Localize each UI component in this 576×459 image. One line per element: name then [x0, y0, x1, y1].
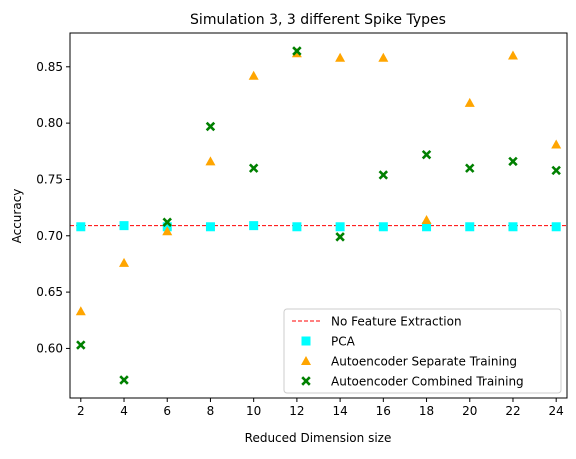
legend: No Feature Extraction PCA Autoencoder Sepa…: [283, 308, 562, 394]
x-tick-label-6: 6: [163, 404, 171, 418]
autoencoder-separate-training-point-18: [421, 215, 432, 225]
autoencoder-combined-training-point-4-stroke-b: [119, 375, 129, 385]
autoencoder-combined-training-point-18: [421, 149, 432, 160]
x-axis-label: Reduced Dimension size: [245, 431, 392, 445]
legend-box: [283, 308, 562, 394]
x-tick-label-4: 4: [120, 404, 128, 418]
pca-point-2: [76, 222, 86, 232]
pca-point-22: [508, 222, 518, 232]
x-tick-label-16: 16: [376, 404, 391, 418]
pca-point-24: [551, 222, 561, 232]
y-tick-label-1: 0.65: [36, 285, 63, 299]
autoencoder-separate-training-point-4: [119, 257, 130, 267]
x-tick-label-22: 22: [505, 404, 520, 418]
y-axis-label: Accuracy: [10, 189, 24, 244]
autoencoder-separate-training-point-14: [335, 52, 346, 62]
pca-point-20: [465, 222, 475, 232]
autoencoder-combined-training-point-8: [205, 121, 216, 132]
autoencoder-combined-training-point-4: [119, 375, 129, 385]
autoencoder-combined-training-point-14: [335, 232, 345, 242]
legend-label-baseline: No Feature Extraction: [331, 315, 462, 329]
autoencoder-combined-training-point-2-stroke-b: [76, 340, 86, 350]
x-tick-label-2: 2: [77, 404, 85, 418]
pca-point-18: [422, 222, 432, 232]
autoencoder-combined-training-point-14-stroke-b: [335, 232, 345, 242]
autoencoder-combined-training-point-24-stroke-b: [551, 165, 561, 176]
autoencoder-combined-training-point-20: [465, 163, 475, 173]
autoencoder-combined-training-point-6-stroke-b: [162, 217, 172, 227]
legend-label-autoencoder-combined-training: Autoencoder Combined Training: [331, 375, 524, 389]
autoencoder-combined-training-point-2: [76, 340, 86, 350]
legend-handle-autoencoder-separate-training: [301, 356, 311, 365]
autoencoder-separate-training-point-16: [378, 52, 389, 62]
autoencoder-combined-training-point-10-stroke-b: [248, 163, 259, 173]
pca-point-4: [119, 221, 129, 231]
y-tick-label-3: 0.75: [36, 172, 63, 186]
autoencoder-separate-training-point-10: [248, 70, 259, 80]
autoencoder-combined-training-point-24: [551, 165, 561, 176]
legend-handle-autoencoder-combined-training-stroke-b: [301, 376, 311, 386]
legend-label-autoencoder-separate-training: Autoencoder Separate Training: [331, 355, 517, 369]
pca-point-10: [249, 221, 259, 231]
x-tick-label-24: 24: [549, 404, 564, 418]
legend-handle-autoencoder-combined-training: [301, 376, 311, 386]
autoencoder-separate-training-point-24: [551, 139, 562, 149]
plot-area: 2 4 6 8 10 12 14 16 18 20 22 240.600.650.700.750.80…: [36, 32, 568, 418]
autoencoder-combined-training-point-22-stroke-b: [508, 156, 518, 167]
autoencoder-separate-training-point-20: [464, 97, 475, 107]
chart-title: Simulation 3, 3 different Spike Types: [190, 12, 446, 28]
x-tick-label-18: 18: [419, 404, 434, 418]
legend-label-pca: PCA: [331, 335, 356, 349]
y-tick-label-5: 0.85: [36, 60, 63, 74]
x-tick-label-8: 8: [207, 404, 215, 418]
autoencoder-combined-training-point-12-stroke-b: [292, 46, 302, 56]
x-tick-label-10: 10: [246, 404, 261, 418]
x-tick-label-12: 12: [289, 404, 304, 418]
axes-frame: [69, 32, 568, 399]
y-tick-label-2: 0.70: [36, 229, 63, 243]
autoencoder-combined-training-point-12: [292, 46, 302, 56]
autoencoder-separate-training-point-22: [507, 50, 518, 60]
autoencoder-combined-training-point-18-stroke-b: [421, 149, 432, 160]
legend-handle-pca: [301, 336, 311, 346]
autoencoder-separate-training-point-8: [205, 156, 216, 166]
autoencoder-combined-training-point-16: [378, 170, 389, 180]
pca-point-16: [378, 222, 388, 232]
pca-point-14: [335, 222, 345, 232]
y-tick-label-4: 0.80: [36, 116, 63, 130]
autoencoder-combined-training-point-22: [508, 156, 518, 167]
y-tick-label-0: 0.60: [36, 341, 63, 355]
x-tick-label-14: 14: [332, 404, 347, 418]
autoencoder-combined-training-point-20-stroke-b: [465, 163, 475, 173]
autoencoder-combined-training-point-8-stroke-b: [205, 121, 216, 132]
autoencoder-separate-training-point-6: [162, 226, 173, 236]
autoencoder-combined-training-point-16-stroke-b: [378, 170, 389, 180]
pca-point-8: [205, 222, 215, 232]
autoencoder-combined-training-point-10: [248, 163, 259, 173]
autoencoder-separate-training-point-2: [75, 306, 86, 316]
x-tick-label-20: 20: [462, 404, 477, 418]
pca-point-12: [292, 222, 302, 232]
autoencoder-combined-training-point-6: [162, 217, 172, 227]
